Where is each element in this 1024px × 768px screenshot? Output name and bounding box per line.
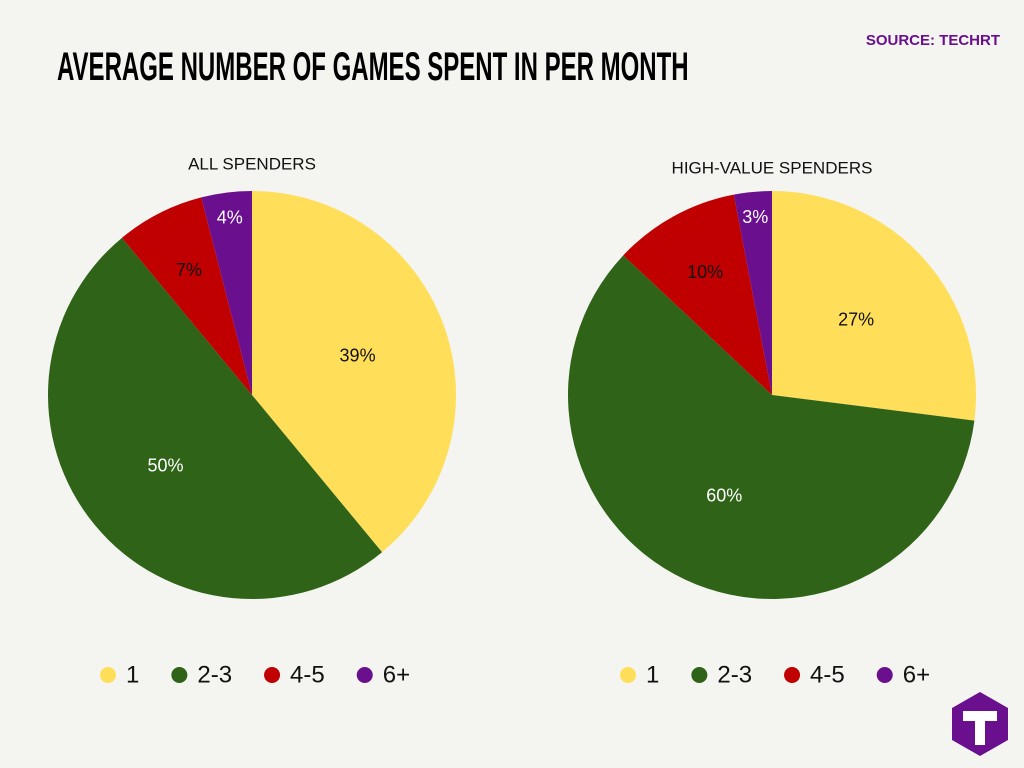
legend-marker [784,667,801,683]
pie-slice [121,197,252,395]
legend-marker [691,667,708,683]
data-label: 50% [148,455,184,475]
chart-title: HIGH-VALUE SPENDERS [672,158,873,177]
chart-title: ALL SPENDERS [188,154,316,173]
data-label: 27% [838,310,874,330]
data-label: 3% [742,207,768,227]
pie-slice [733,191,772,395]
legend-marker [171,667,188,683]
pie-slice [623,194,772,395]
legend-label: 6+ [383,661,410,688]
data-label: 10% [687,262,723,282]
pie-slice [201,191,252,395]
legend-label: 1 [126,661,139,688]
legend-marker [264,667,281,683]
legend-marker [620,667,636,683]
data-label: 60% [706,485,742,505]
legend-label: 1 [646,661,659,688]
legend-label: 2-3 [197,661,232,688]
source-note: SOURCE: TECHRT [865,32,1000,49]
legend-label: 6+ [903,661,930,688]
pie-slice [568,255,975,599]
data-label: 7% [176,260,202,280]
legend-marker [100,667,116,683]
pie-slice [772,191,976,421]
data-label: 4% [217,208,243,228]
page-title: AVERAGE NUMBER OF GAMES SPENT IN PER MON… [57,45,689,89]
logo [952,692,1008,756]
pie-slice [47,237,383,599]
legend-marker [876,667,893,683]
legend-label: 4-5 [810,661,845,688]
pie-slice [252,191,456,553]
legend-marker [356,667,373,683]
legend-label: 4-5 [290,661,325,688]
legend-label: 2-3 [717,661,752,688]
data-label: 39% [340,346,376,366]
